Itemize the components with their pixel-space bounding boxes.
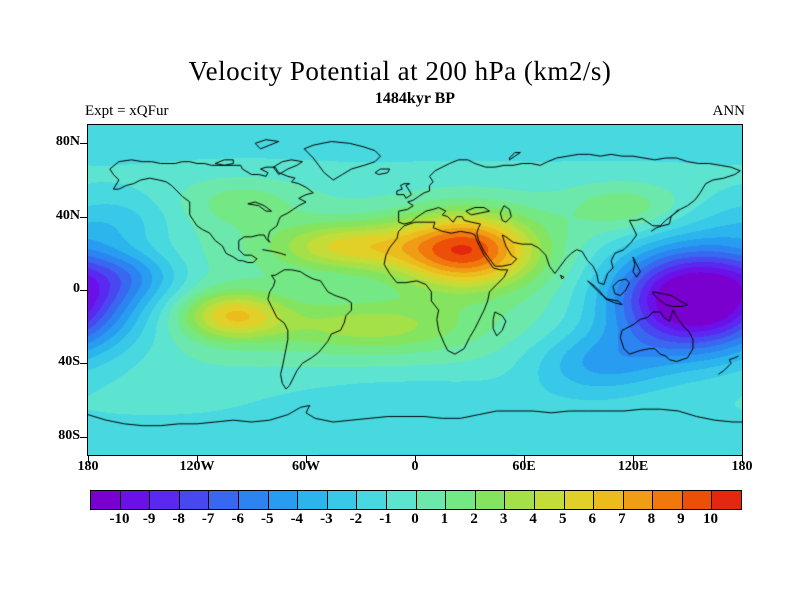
colorbar-level-label: 1 [440, 511, 449, 527]
lon-tick-mark [742, 456, 743, 463]
colorbar-level-label: -5 [261, 511, 274, 527]
colorbar-level-label: 5 [558, 511, 567, 527]
chart-subtitle: 1484kyr BP [374, 90, 456, 107]
colorbar-level-label: -3 [320, 511, 333, 527]
lon-tick-label: 120E [617, 459, 649, 474]
lat-tick-label: 40S [58, 354, 80, 370]
lon-tick-mark [197, 456, 198, 463]
colorbar-level-label: 6 [588, 511, 597, 527]
lon-tick-label: 60E [512, 459, 536, 474]
colorbar-level-label: 10 [702, 511, 718, 527]
colorbar-cell [653, 491, 683, 509]
colorbar-cell [416, 491, 447, 509]
colorbar-level-label: -1 [379, 511, 392, 527]
lon-tick-mark [524, 456, 525, 463]
experiment-label: Expt = xQFur [85, 103, 169, 119]
lon-tick-label: 0 [411, 459, 419, 474]
colorbar-cell [179, 491, 210, 509]
colorbar-cell [446, 491, 476, 509]
lat-tick-mark [80, 290, 87, 291]
colorbar-level-label: 9 [677, 511, 685, 527]
lat-tick-label: 80S [58, 427, 80, 443]
lon-tick-mark [633, 456, 634, 463]
colorbar-level-label: -10 [109, 511, 130, 527]
colorbar-level-label: 2 [470, 511, 478, 527]
colorbar-level-label: -2 [349, 511, 363, 527]
colorbar-cell [298, 491, 328, 509]
colorbar-cell [238, 491, 269, 509]
colorbar-level-label: 4 [529, 511, 537, 527]
colorbar-cell [327, 491, 358, 509]
colorbar-cell [386, 491, 417, 509]
colorbar-level-label: -6 [231, 511, 244, 527]
colorbar-cell [534, 491, 565, 509]
annotation-row: Expt = xQFur ANN [85, 103, 745, 120]
lat-tick-mark [80, 143, 87, 145]
lat-tick-label: 40N [55, 207, 80, 223]
map-frame [87, 124, 743, 456]
lat-tick-label: 0 [73, 281, 80, 296]
lon-tick-label: 120W [179, 459, 215, 474]
lon-tick-mark [415, 456, 416, 463]
lon-tick-label: 60W [292, 459, 320, 474]
colorbar-cell [594, 491, 624, 509]
colorbar-level-label: -7 [201, 511, 215, 527]
colorbar-level-label: -8 [172, 511, 185, 527]
lat-tick-mark [80, 363, 87, 365]
colorbar-cell [150, 491, 180, 509]
colorbar-cell [712, 491, 742, 509]
colorbar-level-label: 3 [499, 511, 508, 527]
lon-tick-label: 180 [731, 459, 753, 474]
colorbar-level-label: -4 [290, 511, 304, 527]
lat-tick-mark [80, 216, 87, 218]
map-canvas [88, 125, 742, 455]
colorbar-cell [623, 491, 654, 509]
colorbar-level-label: 8 [647, 511, 656, 527]
colorbar-cell [475, 491, 506, 509]
lon-tick-mark [88, 456, 89, 463]
colorbar-cell [209, 491, 239, 509]
chart-title: Velocity Potential at 200 hPa (km2/s) [188, 56, 612, 86]
colorbar-cell [564, 491, 595, 509]
colorbar-cell [682, 491, 713, 509]
colorbar-level-label: -9 [142, 511, 156, 527]
colorbar-cell [268, 491, 299, 509]
colorbar-cell [357, 491, 387, 509]
colorbar-cell [91, 491, 121, 509]
colorbar [90, 490, 742, 510]
colorbar-level-label: 0 [411, 511, 419, 527]
season-label: ANN [712, 103, 746, 119]
lon-tick-mark [306, 456, 307, 463]
colorbar-level-label: 7 [618, 511, 626, 527]
lat-tick-mark [80, 436, 87, 438]
lon-tick-label: 180 [77, 459, 99, 474]
colorbar-cell [120, 491, 151, 509]
lat-tick-label: 80N [55, 134, 80, 150]
colorbar-cell [505, 491, 535, 509]
